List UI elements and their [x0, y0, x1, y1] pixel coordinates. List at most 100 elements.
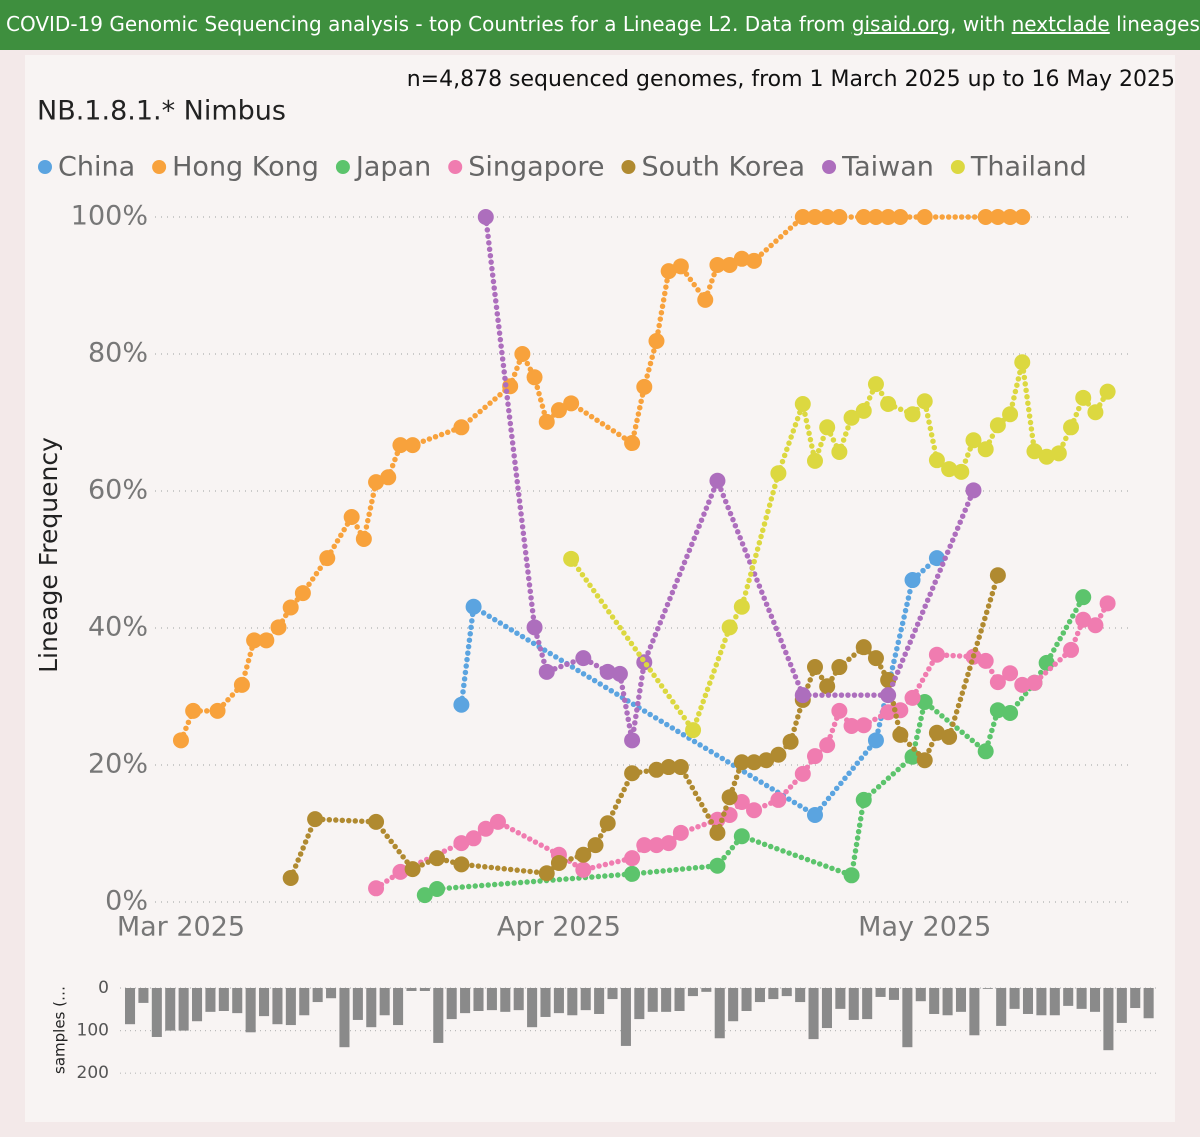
bar [714, 988, 725, 1039]
y-tick-label: 100% [71, 201, 148, 232]
data-point [916, 752, 933, 769]
data-point [819, 737, 836, 754]
data-point [709, 857, 726, 874]
bar [192, 988, 203, 1022]
data-point [514, 346, 531, 362]
legend-label: Japan [354, 152, 431, 183]
data-point [368, 474, 385, 491]
bar [848, 988, 859, 1020]
bar [647, 988, 658, 1012]
bar [486, 988, 497, 1011]
data-point [721, 789, 738, 806]
data-point [624, 865, 641, 882]
bar [594, 988, 605, 1014]
bar [339, 988, 350, 1048]
data-point [965, 482, 982, 499]
y-tick-label: 40% [88, 612, 148, 643]
data-point [965, 432, 982, 449]
legend-label: China [58, 152, 135, 183]
data-point [1002, 665, 1019, 682]
bar [433, 988, 444, 1043]
bar [1130, 988, 1141, 1009]
data-point [477, 209, 494, 225]
subtitle: n=4,878 sequenced genomes, from 1 March … [407, 67, 1175, 92]
data-point [538, 413, 555, 430]
bar [205, 988, 216, 1012]
bar [460, 988, 471, 1014]
series-line [483, 214, 977, 741]
data-point [624, 732, 641, 749]
banner-text: COVID-19 Genomic Sequencing analysis - t… [6, 12, 852, 36]
bar [1036, 988, 1047, 1016]
bar [808, 988, 819, 1040]
bar [607, 988, 618, 1000]
data-point [721, 256, 738, 273]
data-point [770, 791, 787, 808]
data-point [660, 263, 677, 280]
data-point [575, 650, 592, 667]
bar [165, 988, 176, 1031]
data-point [636, 837, 653, 854]
data-point [867, 376, 884, 393]
bar [580, 988, 591, 1011]
legend-marker [822, 160, 837, 174]
bar [326, 988, 337, 999]
data-point [709, 811, 726, 828]
banner: COVID-19 Genomic Sequencing analysis - t… [0, 0, 1200, 50]
bar [259, 988, 270, 1017]
bar [996, 988, 1007, 1026]
data-point [1002, 704, 1019, 721]
data-point [368, 813, 385, 830]
data-point [392, 437, 409, 454]
data-point [709, 824, 726, 841]
data-point [831, 443, 848, 460]
data-point [733, 754, 750, 771]
bar [929, 988, 940, 1014]
data-point [709, 472, 726, 489]
bar [768, 988, 779, 1000]
data-point [880, 687, 897, 704]
data-point [806, 659, 823, 676]
data-point [880, 704, 897, 721]
data-point [733, 598, 750, 615]
link[interactable]: nextclade [1011, 12, 1110, 36]
legend-marker [950, 160, 965, 174]
bar [1063, 988, 1074, 1006]
data-point [1002, 209, 1019, 225]
data-point [941, 728, 958, 745]
y-tick-label: 100 [77, 1021, 109, 1041]
data-point [404, 437, 421, 454]
bar [795, 988, 806, 1003]
data-point [380, 469, 397, 486]
data-point [831, 659, 848, 676]
link[interactable]: gisaid.org [851, 12, 951, 36]
legend-label: Taiwan [841, 152, 934, 183]
y-tick-label: 0% [105, 886, 148, 917]
data-point [270, 619, 287, 636]
bar [567, 988, 578, 1016]
bar [1022, 988, 1034, 1014]
data-point [855, 209, 872, 225]
bar [540, 988, 551, 1017]
legend-marker [38, 160, 52, 174]
data-point [599, 815, 616, 832]
data-point [575, 846, 592, 863]
data-point [916, 393, 933, 410]
data-point [770, 465, 787, 482]
data-point [550, 402, 567, 419]
x-tick-label: Mar 2025 [117, 912, 245, 943]
data-point [1087, 404, 1104, 421]
bar [821, 988, 832, 1029]
bar [982, 988, 993, 989]
bar [178, 988, 189, 1031]
data-point [916, 693, 933, 710]
bar [701, 988, 712, 992]
data-point [855, 717, 872, 734]
bar [285, 988, 296, 1026]
bar [312, 988, 323, 1003]
y-tick-label: 200 [77, 1063, 109, 1083]
panel [25, 55, 1175, 1122]
data-point [843, 717, 860, 734]
data-point [867, 209, 884, 225]
